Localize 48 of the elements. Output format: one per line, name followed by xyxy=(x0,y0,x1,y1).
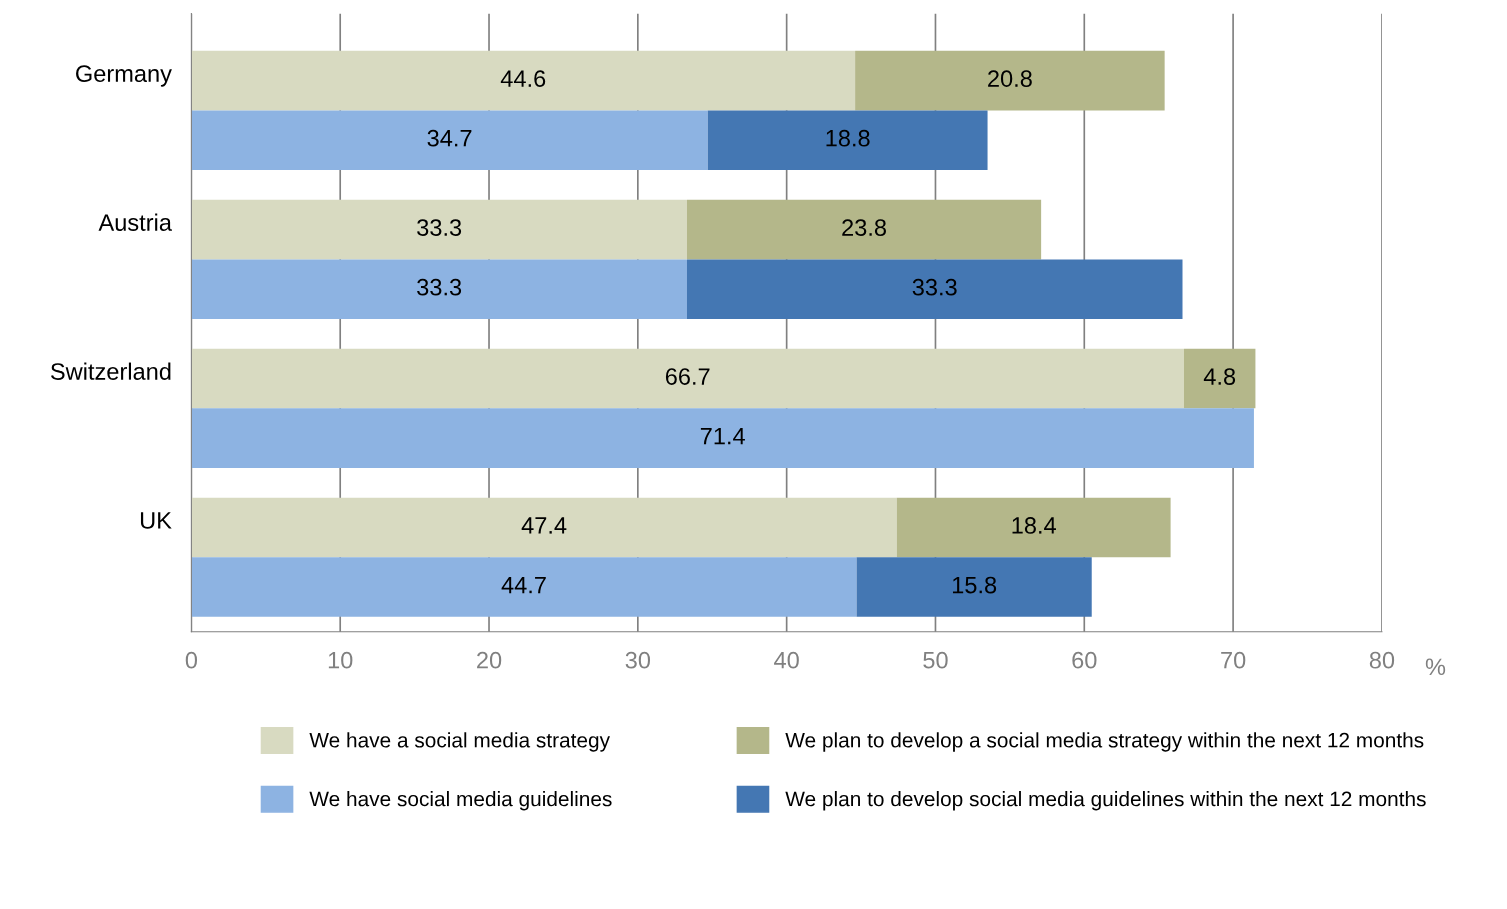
bar xyxy=(191,259,687,319)
legend-label: We have a social media strategy xyxy=(309,732,610,752)
bar xyxy=(191,497,897,558)
data-label: 71.4 xyxy=(700,427,745,445)
x-tick-label: 0 xyxy=(185,651,198,669)
bar xyxy=(191,110,708,171)
data-label: 18.4 xyxy=(1012,517,1056,534)
data-label: 18.8 xyxy=(826,129,870,147)
y-tick-label: Austria xyxy=(98,213,172,231)
bar xyxy=(191,199,687,260)
bar xyxy=(1183,348,1256,409)
x-axis-title: % xyxy=(1425,658,1446,676)
x-tick-label: 10 xyxy=(328,651,353,669)
data-label: 33.3 xyxy=(417,278,462,296)
data-label: 23.8 xyxy=(842,219,886,236)
legend-label: We plan to develop social media guidelines within the next 12 months xyxy=(785,791,1426,811)
bar xyxy=(191,348,1184,409)
bar xyxy=(896,497,1171,558)
x-tick-label: 40 xyxy=(774,651,799,669)
data-label: 34.7 xyxy=(427,129,472,147)
data-label: 15.8 xyxy=(952,576,997,594)
x-tick-label: 50 xyxy=(923,651,948,669)
x-tick-label: 60 xyxy=(1072,651,1097,669)
x-tick-label: 70 xyxy=(1221,651,1246,669)
legend-label: We have social media guidelines xyxy=(309,791,612,811)
data-label: 4.8 xyxy=(1203,368,1236,385)
bar xyxy=(191,408,1254,468)
data-label: 33.3 xyxy=(417,219,462,236)
legend-label: We plan to develop a social media strategy within the next 12 months xyxy=(785,732,1424,752)
x-tick-label: 80 xyxy=(1369,651,1395,669)
data-label: 44.6 xyxy=(500,70,546,87)
bar xyxy=(191,557,857,617)
bar xyxy=(855,50,1165,111)
y-tick-label: Switzerland xyxy=(50,362,171,380)
data-label: 44.7 xyxy=(501,576,546,594)
data-label: 33.3 xyxy=(912,278,957,296)
y-tick-label: UK xyxy=(140,512,172,529)
data-label: 20.8 xyxy=(988,70,1032,87)
y-tick-label: Germany xyxy=(76,65,172,87)
bar xyxy=(686,259,1183,319)
x-tick-label: 30 xyxy=(625,651,651,669)
bar xyxy=(686,199,1042,260)
data-label: 66.7 xyxy=(665,368,710,385)
bar xyxy=(707,110,988,171)
bar xyxy=(856,557,1092,617)
x-tick-label: 20 xyxy=(477,651,502,669)
bar xyxy=(191,50,856,111)
data-label: 47.4 xyxy=(521,517,567,534)
